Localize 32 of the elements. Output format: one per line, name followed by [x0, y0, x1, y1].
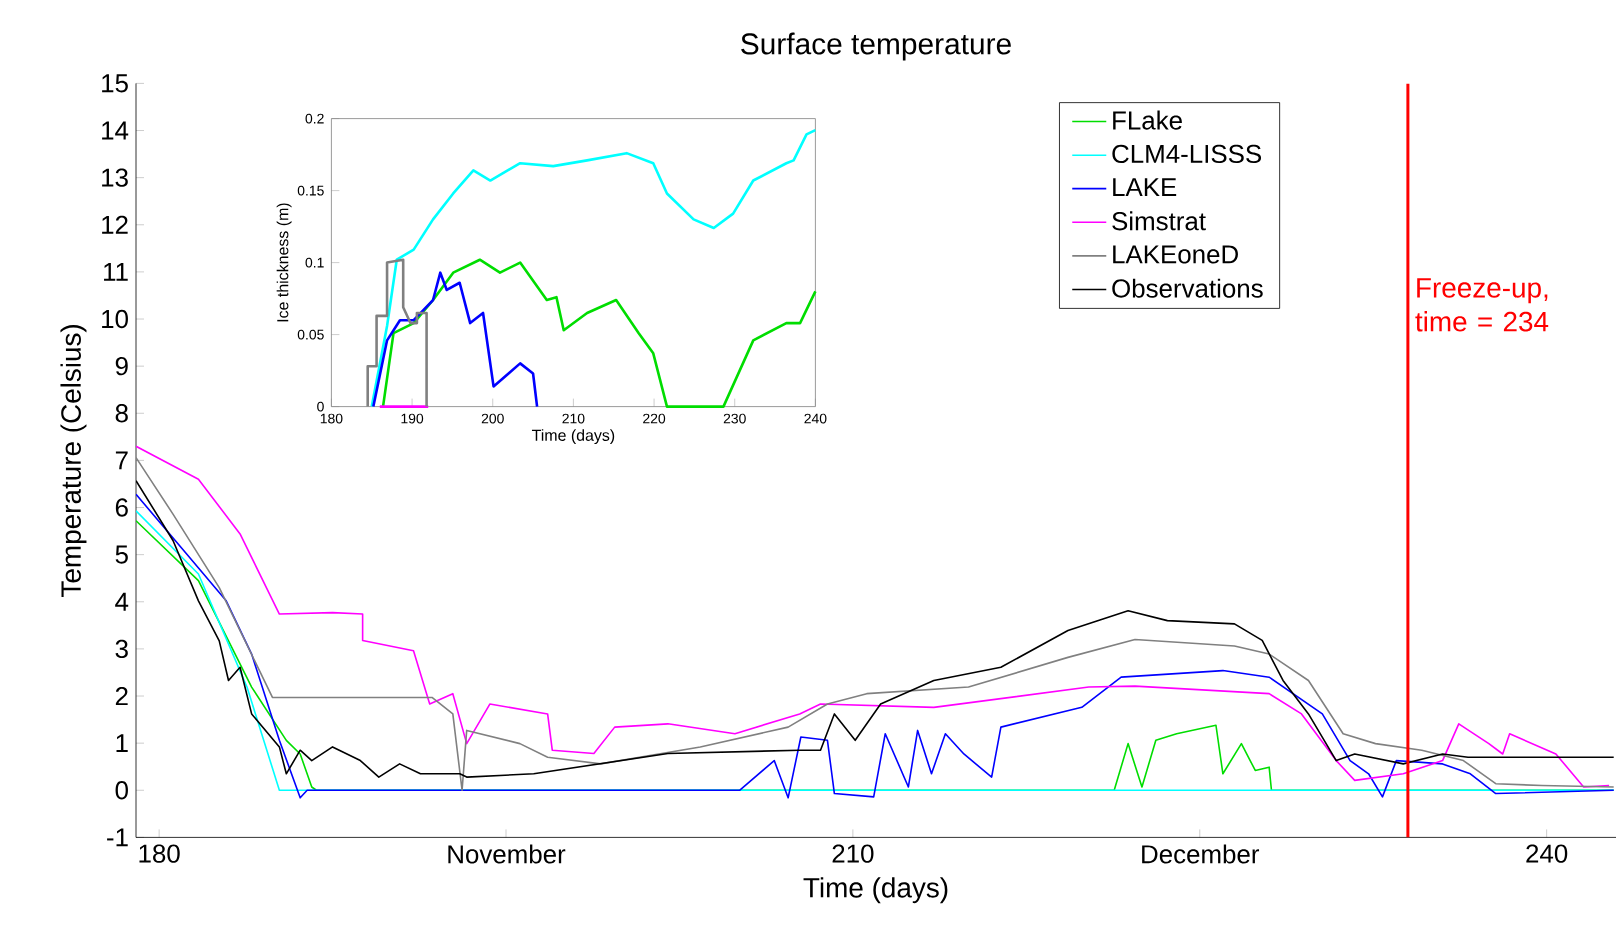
- y-tick-label: 1: [116, 734, 128, 753]
- y-tick-label: 10: [102, 309, 128, 329]
- x-tick-label: 180: [139, 844, 180, 863]
- x-tick-label: 240: [1526, 844, 1568, 863]
- x-tick-label: November: [448, 844, 566, 864]
- y-tick-label: 6: [115, 498, 128, 517]
- legend-label: CLM4-LISSS: [1112, 144, 1262, 164]
- y-tick-label: 11: [104, 262, 128, 281]
- y-tick-label: 9: [115, 356, 128, 376]
- y-tick-label: 8: [115, 404, 128, 423]
- x-tick-label: 210: [832, 844, 874, 863]
- y-tick-label: 3: [115, 639, 128, 659]
- y-tick-label: -1: [107, 828, 128, 847]
- y-tick-label: 4: [115, 592, 129, 611]
- y-axis-title: Temperature (Celsius): [60, 325, 87, 597]
- y-tick-label: 15: [102, 74, 128, 93]
- y-tick-label: 2: [115, 686, 128, 706]
- y-tick-label: 13: [102, 168, 128, 187]
- legend-label: LAKE: [1113, 178, 1177, 196]
- legend-label: Observations: [1112, 278, 1263, 298]
- y-tick-label: 0: [115, 781, 128, 800]
- x-axis-title: Time (days): [803, 877, 948, 904]
- legend-label: FLake: [1113, 110, 1182, 130]
- y-tick-label: 12: [102, 215, 128, 234]
- x-tick-label: December: [1142, 844, 1260, 864]
- y-tick-label: 7: [115, 451, 128, 470]
- y-tick-label: 14: [102, 121, 129, 140]
- y-tick-label: 5: [115, 545, 128, 564]
- chart-title: Surface temperature: [741, 32, 1011, 61]
- legend-label: Simstrat: [1112, 211, 1206, 231]
- legend-label: LAKEoneD: [1113, 245, 1238, 264]
- ref-line-label: Freeze-up, time = 234: [1415, 278, 1549, 332]
